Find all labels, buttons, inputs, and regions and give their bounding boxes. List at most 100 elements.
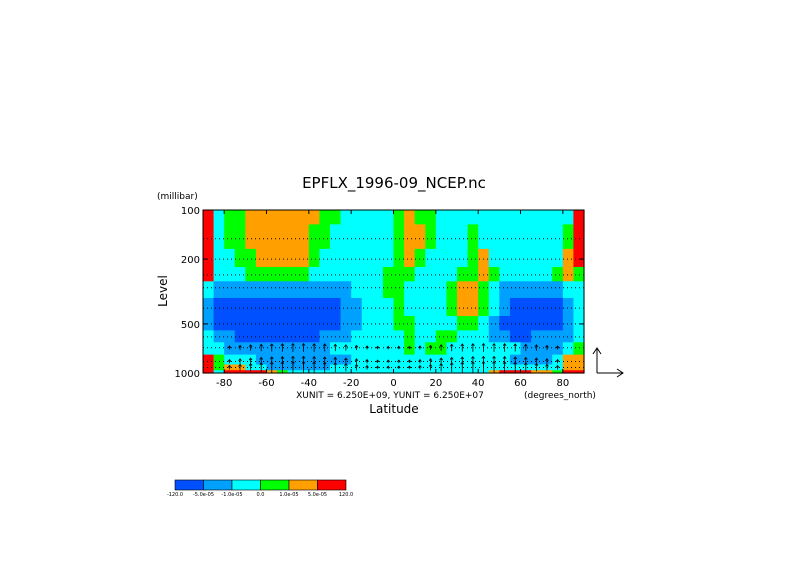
heatmap-cell bbox=[435, 224, 448, 250]
heatmap-cell bbox=[340, 224, 352, 250]
heatmap-cell bbox=[499, 210, 511, 225]
heatmap-cell bbox=[425, 297, 437, 317]
heatmap-cell bbox=[372, 224, 384, 250]
heatmap-cell bbox=[351, 297, 363, 317]
heatmap-cell bbox=[488, 281, 500, 299]
flux-vector-head bbox=[523, 343, 528, 347]
flux-vector-head bbox=[269, 361, 274, 365]
flux-vector-head bbox=[291, 355, 295, 359]
heatmap-cell bbox=[382, 210, 395, 225]
heatmap-cell bbox=[224, 281, 236, 299]
heatmap-cell bbox=[382, 330, 395, 343]
heatmap-cell bbox=[552, 297, 564, 317]
heatmap-cell bbox=[425, 266, 437, 282]
heatmap-cell bbox=[404, 297, 416, 317]
heatmap-cell bbox=[562, 281, 575, 299]
heatmap-cell bbox=[351, 266, 363, 282]
heatmap-cell bbox=[213, 224, 225, 250]
heatmap-cell bbox=[499, 248, 511, 268]
heatmap-cell bbox=[255, 248, 268, 268]
heatmap-cell bbox=[382, 224, 395, 250]
heatmap-cell bbox=[203, 342, 215, 356]
heatmap-cell bbox=[404, 210, 416, 225]
heatmap-cell bbox=[446, 297, 458, 317]
heatmap-cell bbox=[203, 364, 215, 371]
heatmap-cell bbox=[287, 248, 299, 268]
heatmap-cell bbox=[245, 316, 257, 331]
heatmap-cell bbox=[435, 210, 448, 225]
flux-vector-head bbox=[449, 356, 454, 360]
flux-vector-head bbox=[269, 356, 274, 360]
heatmap-cell bbox=[478, 297, 490, 317]
heatmap-cell bbox=[277, 316, 289, 331]
heatmap-cell bbox=[509, 224, 522, 250]
heatmap-cell bbox=[351, 316, 363, 331]
heatmap-cell bbox=[213, 354, 225, 366]
flux-vector-head bbox=[301, 360, 306, 364]
heatmap-cell bbox=[531, 224, 543, 250]
heatmap-cell bbox=[330, 224, 342, 250]
heatmap-cell bbox=[446, 210, 458, 225]
heatmap-cell bbox=[562, 364, 575, 371]
flux-vector-head bbox=[555, 358, 560, 362]
y-axis-label: Level bbox=[156, 275, 170, 307]
heatmap-cell bbox=[531, 330, 543, 343]
heatmap-cell bbox=[562, 248, 575, 268]
flux-vector-head bbox=[545, 358, 549, 362]
heatmap-cell bbox=[435, 266, 448, 282]
heatmap-cell bbox=[361, 210, 373, 225]
heatmap-cell bbox=[488, 210, 500, 225]
heatmap-cell bbox=[488, 316, 500, 331]
heatmap-cell bbox=[573, 224, 585, 250]
x-units-label: (degrees_north) bbox=[524, 391, 596, 401]
heatmap-cell bbox=[351, 210, 363, 225]
heatmap-cell bbox=[499, 297, 511, 317]
flux-vector-head bbox=[354, 358, 359, 362]
heatmap-cell bbox=[467, 210, 479, 225]
heatmap-cell bbox=[372, 210, 384, 225]
heatmap-cell bbox=[308, 266, 321, 282]
colorbar-label: 1.0e-05 bbox=[279, 492, 298, 498]
heatmap-cell bbox=[203, 316, 215, 331]
heatmap-cell bbox=[203, 266, 215, 282]
heatmap-cell bbox=[478, 281, 490, 299]
heatmap-cell bbox=[562, 224, 575, 250]
heatmap-cell bbox=[224, 330, 236, 343]
vector-units-label: XUNIT = 6.250E+09, YUNIT = 6.250E+07 bbox=[296, 391, 484, 401]
flux-vector-head bbox=[354, 344, 359, 348]
flux-vector-head bbox=[365, 358, 369, 362]
heatmap-cell bbox=[203, 297, 215, 317]
heatmap-cell bbox=[234, 281, 246, 299]
x-axis-label: Latitude bbox=[369, 402, 418, 416]
heatmap-cell bbox=[404, 224, 416, 250]
heatmap-cell bbox=[478, 224, 490, 250]
heatmap-cell bbox=[372, 266, 384, 282]
flux-vector-head bbox=[407, 359, 412, 363]
flux-vector-head bbox=[227, 345, 232, 349]
heatmap-cell bbox=[308, 281, 321, 299]
heatmap-cell bbox=[520, 297, 532, 317]
heatmap-cell bbox=[245, 266, 257, 282]
heatmap-cell bbox=[224, 248, 236, 268]
colorbar-swatch bbox=[231, 479, 261, 491]
heatmap-cell bbox=[361, 281, 373, 299]
heatmap-cell bbox=[340, 210, 352, 225]
flux-vector-head bbox=[248, 344, 253, 348]
heatmap-cell bbox=[372, 297, 384, 317]
flux-vector-head bbox=[523, 356, 528, 360]
heatmap-cell bbox=[298, 210, 310, 225]
heatmap-cell bbox=[203, 330, 215, 343]
heatmap-cell bbox=[308, 248, 321, 268]
heatmap-cell bbox=[393, 281, 405, 299]
flux-vector-head bbox=[428, 363, 433, 367]
heatmap-cell bbox=[213, 248, 225, 268]
colorbar-swatch bbox=[288, 479, 318, 491]
y-tick-label: 500 bbox=[181, 320, 200, 331]
heatmap-cell bbox=[425, 330, 437, 343]
flux-vector-head bbox=[481, 360, 486, 364]
flux-vector-head bbox=[238, 358, 242, 362]
heatmap-cell bbox=[552, 248, 564, 268]
heatmap-cell bbox=[319, 210, 331, 225]
heatmap-cell bbox=[277, 281, 289, 299]
